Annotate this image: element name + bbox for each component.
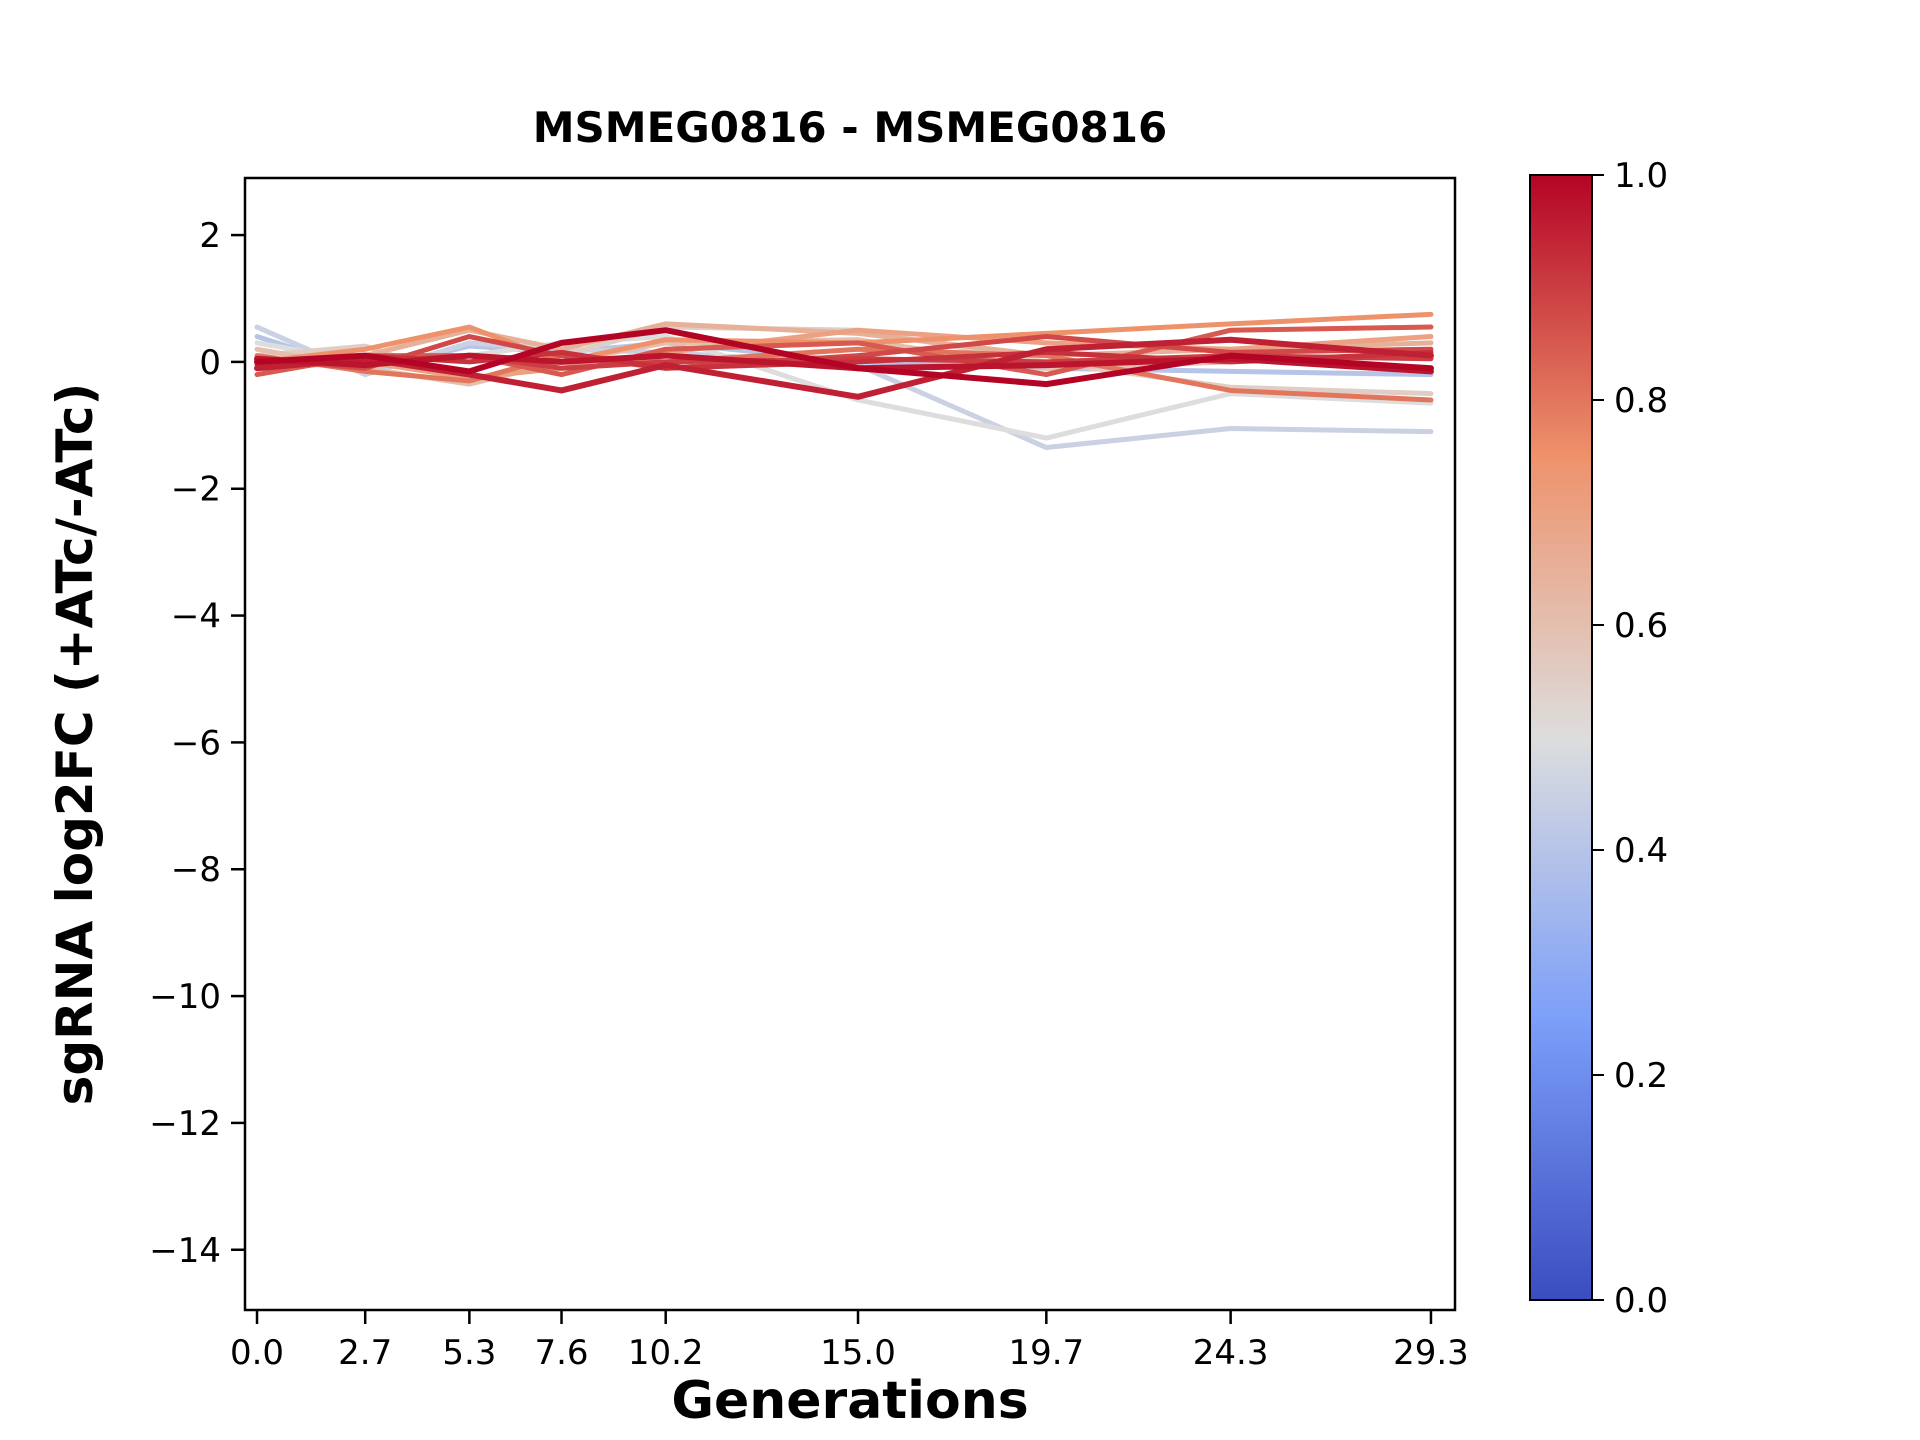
y-axis-label: sgRNA log2FC (+ATc/-ATc) (46, 383, 104, 1106)
colorbar-tick-label: 0.0 (1614, 1281, 1668, 1321)
colorbar-border (1529, 174, 1593, 1301)
series-line-sgRNA-04 (254, 311, 1434, 365)
x-tick-label: 0.0 (230, 1333, 284, 1373)
colorbar-tick-label: 0.6 (1614, 606, 1668, 646)
colorbar-tick-label: 0.8 (1614, 381, 1668, 421)
x-tick-label: 15.0 (820, 1333, 896, 1373)
plot-border (243, 176, 1457, 1312)
colorbar-tick-label: 0.4 (1614, 831, 1668, 871)
x-tick-label: 19.7 (1008, 1333, 1084, 1373)
x-tick-label: 24.3 (1193, 1333, 1269, 1373)
colorbar-tick-label: 1.0 (1614, 156, 1668, 196)
y-tick-label: 2 (199, 216, 221, 256)
y-tick-label: −8 (171, 850, 221, 890)
series-line-sgRNA-05 (254, 321, 1434, 371)
x-tick-label: 2.7 (338, 1333, 392, 1373)
y-tick-label: −6 (171, 723, 221, 763)
colorbar-tick-label: 0.2 (1614, 1056, 1668, 1096)
chart-title: MSMEG0816 - MSMEG0816 (533, 103, 1167, 152)
x-tick-label: 5.3 (442, 1333, 496, 1373)
x-tick-label: 10.2 (628, 1333, 704, 1373)
series-line-sgRNA-01 (254, 327, 1434, 388)
x-tick-label: 7.6 (534, 1333, 588, 1373)
y-tick-label: −12 (149, 1104, 221, 1144)
x-tick-label: 29.3 (1393, 1333, 1469, 1373)
y-tick-label: −10 (149, 977, 221, 1017)
chart-generated-layer: 0.0 2.7 5.3 7.6 10.2 15.0 19.7 24.3 29.3 2 0 −2 −4 −6… (149, 156, 1668, 1373)
series-lines (254, 311, 1434, 451)
y-tick-label: −14 (149, 1231, 221, 1271)
y-tick-label: −4 (171, 597, 221, 637)
colorbar (1530, 175, 1592, 1300)
y-tick-label: 0 (199, 343, 221, 383)
y-tick-label: −2 (171, 470, 221, 510)
x-axis-label: Generations (671, 1371, 1028, 1431)
